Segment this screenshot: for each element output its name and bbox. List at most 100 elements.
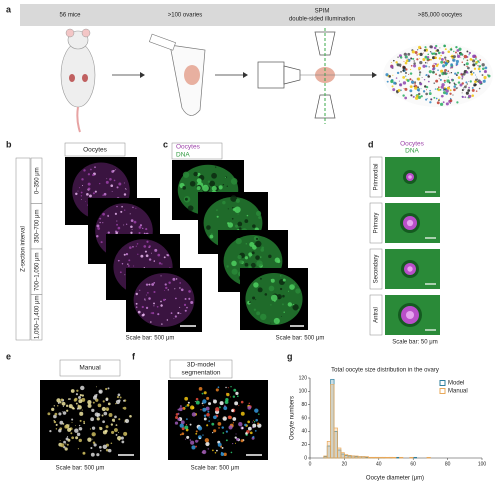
step-label: >100 ovaries bbox=[168, 13, 203, 19]
cell-dot bbox=[460, 56, 462, 58]
cell-dot bbox=[419, 74, 421, 76]
cell-dot bbox=[92, 441, 96, 445]
cell-dot bbox=[53, 405, 55, 407]
cell-dot bbox=[105, 387, 108, 391]
cell-dot bbox=[287, 302, 293, 307]
cell-dot bbox=[419, 73, 421, 76]
scale-bar-label: Scale bar: 500 μm bbox=[191, 466, 240, 472]
cell-dot bbox=[487, 74, 491, 78]
cell-dot bbox=[466, 68, 468, 70]
cell-dot bbox=[197, 426, 203, 431]
panel-header: Oocytes bbox=[400, 141, 425, 148]
cell-dot bbox=[87, 173, 91, 176]
cell-dot bbox=[70, 389, 75, 393]
cell-dot bbox=[245, 243, 247, 245]
cell-dot bbox=[468, 51, 472, 55]
cell-dot bbox=[121, 205, 123, 208]
cell-dot bbox=[195, 400, 200, 405]
cell-dot bbox=[469, 80, 472, 83]
cell-dot bbox=[53, 420, 57, 424]
cell-dot bbox=[184, 425, 189, 430]
cell-dot bbox=[232, 395, 236, 398]
cell-dot bbox=[247, 426, 252, 431]
cell-dot bbox=[402, 75, 406, 79]
cell-dot bbox=[117, 259, 120, 262]
cell-dot bbox=[443, 71, 447, 75]
cell-dot bbox=[471, 94, 475, 97]
y-tick-label: 20 bbox=[301, 442, 307, 448]
cell-dot bbox=[89, 194, 92, 198]
cell-dot bbox=[57, 402, 60, 404]
cell-dot bbox=[471, 58, 473, 61]
cell-dot bbox=[144, 299, 146, 301]
header-box bbox=[64, 142, 126, 157]
cell-dot bbox=[206, 396, 210, 400]
cell-dot bbox=[226, 185, 228, 187]
cell-dot bbox=[78, 399, 83, 404]
cell-dot bbox=[396, 91, 399, 94]
cell-dot bbox=[442, 91, 447, 95]
cell-dot bbox=[405, 54, 408, 56]
cell-dot bbox=[230, 386, 232, 388]
cell-dot bbox=[147, 292, 149, 294]
cell-dot bbox=[250, 262, 256, 268]
cell-dot bbox=[466, 83, 468, 85]
cell-dot bbox=[216, 209, 218, 212]
cell-dot bbox=[213, 429, 217, 433]
cell-dot bbox=[427, 75, 430, 78]
cell-dot bbox=[123, 431, 128, 436]
cell-dot bbox=[422, 57, 426, 62]
cell-dot bbox=[255, 210, 262, 217]
cell-dot bbox=[136, 243, 139, 245]
cell-dot bbox=[59, 420, 64, 425]
cell-dot bbox=[75, 402, 78, 405]
cell-dot bbox=[231, 260, 237, 267]
cell-dot bbox=[156, 305, 159, 308]
cell-dot bbox=[180, 288, 184, 292]
cell-dot bbox=[455, 62, 459, 66]
cell-dot bbox=[470, 72, 474, 76]
histogram-bar bbox=[368, 456, 373, 459]
cell-dot bbox=[466, 65, 468, 68]
cell-dot bbox=[139, 224, 143, 227]
cell-dot bbox=[474, 78, 478, 82]
cell-dot bbox=[107, 402, 111, 406]
cell-dot bbox=[202, 404, 204, 406]
cell-dot bbox=[475, 58, 477, 60]
cell-dot bbox=[456, 49, 460, 52]
cell-dot bbox=[444, 81, 446, 84]
cell-dot bbox=[255, 240, 262, 248]
cell-dot bbox=[123, 224, 125, 226]
cell-dot bbox=[115, 433, 118, 436]
cell-dot bbox=[416, 58, 419, 61]
cell-dot bbox=[106, 178, 108, 180]
cell-dot bbox=[420, 88, 422, 90]
cell-dot bbox=[221, 446, 224, 449]
cell-dot bbox=[61, 411, 63, 413]
cell-dot bbox=[293, 283, 296, 286]
cell-dot bbox=[282, 294, 285, 298]
cell-dot bbox=[450, 72, 453, 74]
interval-label: 1,050–1,400 μm bbox=[35, 296, 41, 340]
oocyte bbox=[407, 266, 413, 272]
cell-dot bbox=[473, 84, 475, 87]
cell-dot bbox=[463, 54, 468, 59]
cell-dot bbox=[421, 77, 423, 78]
cell-dot bbox=[451, 66, 454, 69]
stage-box bbox=[369, 202, 383, 244]
cell-dot bbox=[247, 420, 251, 424]
cell-dot bbox=[249, 256, 251, 258]
histogram-bar bbox=[330, 384, 335, 459]
cell-dot bbox=[211, 172, 217, 179]
cell-dot bbox=[444, 58, 447, 61]
cell-dot bbox=[96, 453, 100, 457]
cell-dot bbox=[218, 185, 223, 190]
cell-dot bbox=[81, 178, 84, 181]
cell-dot bbox=[292, 304, 299, 311]
panel-label: f bbox=[132, 351, 136, 361]
cell-dot bbox=[90, 446, 93, 450]
cell-dot bbox=[484, 70, 486, 72]
cell-dot bbox=[110, 184, 114, 188]
cell-dot bbox=[174, 421, 179, 425]
cell-dot bbox=[118, 418, 121, 421]
